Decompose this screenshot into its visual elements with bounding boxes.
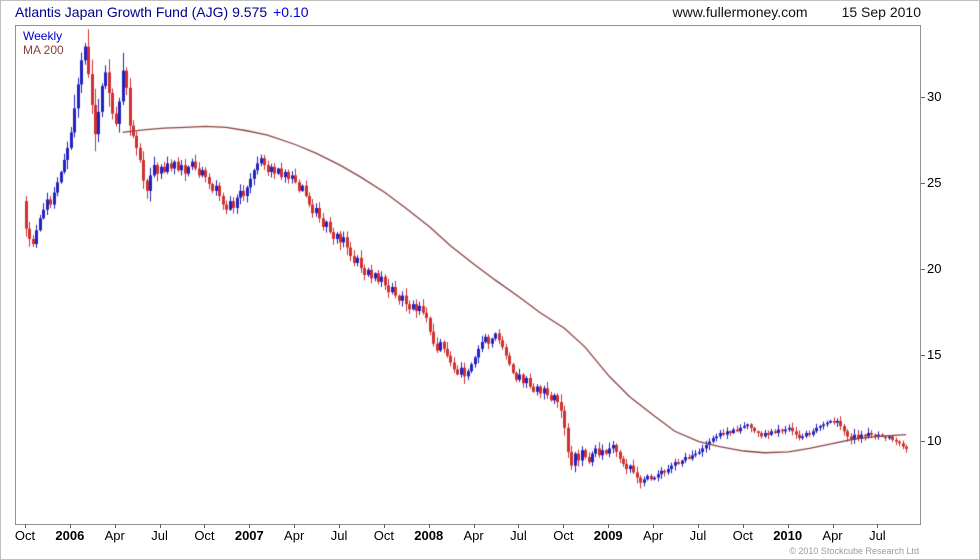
x-tick-mark	[159, 524, 161, 528]
x-tick-label: Oct	[14, 528, 36, 543]
chart-legend: Weekly MA 200	[23, 29, 64, 57]
y-tick-mark	[921, 97, 925, 99]
y-tick-mark	[921, 354, 925, 356]
x-tick-mark	[877, 524, 879, 528]
x-tick-label: Apr	[104, 528, 125, 543]
chart-header: Atlantis Japan Growth Fund (AJG) 9.575 +0…	[15, 4, 921, 22]
x-tick-mark	[832, 524, 834, 528]
x-tick-mark	[518, 524, 520, 528]
x-tick-mark	[697, 524, 699, 528]
x-tick-label: Apr	[284, 528, 305, 543]
x-tick-label: Apr	[642, 528, 664, 543]
y-tick-label: 15	[927, 346, 942, 362]
y-tick-label: 25	[927, 174, 942, 190]
x-tick-label: Jul	[330, 528, 348, 543]
x-tick-mark	[653, 524, 655, 528]
x-tick-label: Jul	[869, 528, 886, 543]
x-tick-label: 2008	[414, 528, 444, 543]
x-tick-label: Jul	[151, 528, 168, 543]
copyright-notice: © 2010 Stockcube Research Ltd	[789, 546, 919, 556]
x-tick-label: 2010	[773, 528, 803, 543]
x-tick-mark	[25, 524, 26, 528]
x-tick-mark	[563, 524, 565, 528]
x-tick-label: 2006	[55, 528, 85, 543]
x-tick-mark	[608, 524, 610, 528]
x-tick-label: Apr	[463, 528, 484, 543]
x-tick-mark	[294, 524, 296, 528]
plot-area: Weekly MA 200	[15, 25, 921, 525]
x-tick-label: Oct	[194, 528, 215, 543]
x-tick-label: 2007	[234, 528, 264, 543]
price-change: +0.10	[273, 4, 309, 20]
legend-ma200: MA 200	[23, 43, 64, 57]
y-tick-label: 10	[927, 432, 942, 448]
instrument-title: Atlantis Japan Growth Fund (AJG) 9.575	[15, 4, 268, 20]
x-tick-mark	[204, 524, 206, 528]
x-tick-mark	[787, 524, 789, 528]
x-tick-mark	[69, 524, 71, 528]
x-tick-mark	[114, 524, 116, 528]
x-tick-mark	[249, 524, 251, 528]
legend-weekly: Weekly	[23, 29, 63, 43]
x-tick-mark	[473, 524, 475, 528]
x-tick-label: Apr	[822, 528, 843, 543]
y-tick-label: 30	[927, 89, 942, 105]
header-right: www.fullermoney.com 15 Sep 2010	[672, 4, 921, 20]
x-tick-mark	[428, 524, 430, 528]
y-tick-mark	[921, 182, 925, 184]
x-tick-mark	[742, 524, 744, 528]
chart-date: 15 Sep 2010	[841, 4, 921, 20]
x-tick-mark	[339, 524, 341, 528]
y-tick-mark	[921, 268, 925, 270]
website-text: www.fullermoney.com	[672, 4, 808, 20]
y-tick-label: 20	[927, 260, 942, 276]
price-canvas	[16, 26, 920, 524]
title-group: Atlantis Japan Growth Fund (AJG) 9.575 +0…	[15, 4, 309, 20]
x-tick-mark	[383, 524, 385, 528]
x-tick-label: Oct	[373, 528, 395, 543]
x-tick-label: Oct	[732, 528, 753, 543]
x-tick-label: Jul	[510, 528, 527, 543]
x-tick-label: Jul	[689, 528, 707, 543]
y-tick-mark	[921, 440, 925, 442]
x-tick-label: Oct	[553, 528, 574, 543]
x-tick-label: 2009	[593, 528, 623, 543]
